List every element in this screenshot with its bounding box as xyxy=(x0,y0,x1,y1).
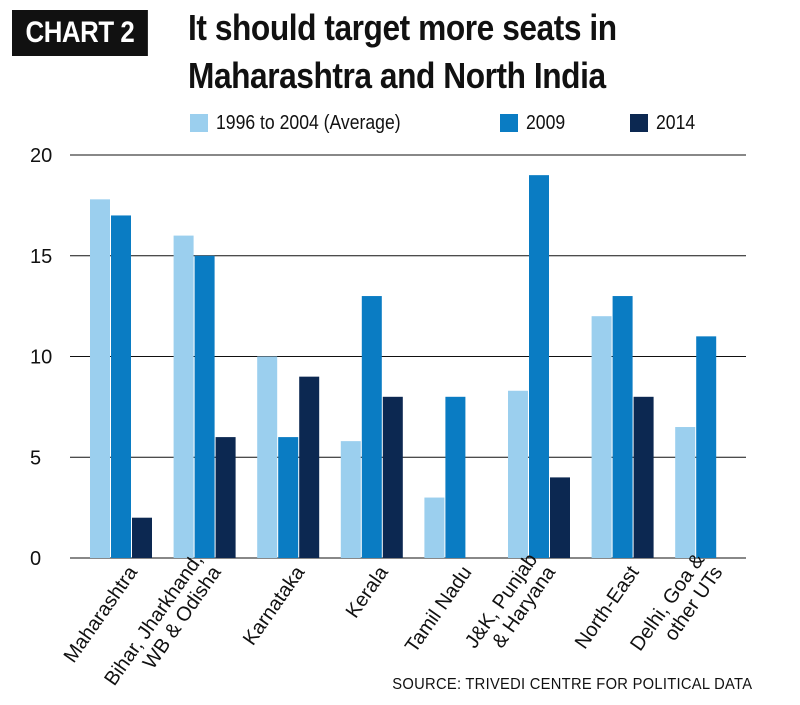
legend-label-2009: 2009 xyxy=(526,111,566,134)
bar-2-2 xyxy=(299,376,320,558)
legend-swatch-2009 xyxy=(500,114,518,132)
bar-1-2 xyxy=(215,437,236,558)
y-tick-label-20: 20 xyxy=(30,145,52,167)
bar-0-2 xyxy=(132,517,152,558)
y-tick-label-5: 5 xyxy=(30,447,41,469)
x-tick-label-7: Delhi, Goa &other UTs xyxy=(626,549,727,668)
legend-item-2014: 2014 xyxy=(630,108,701,138)
x-tick-label-line: Karnataka xyxy=(239,562,310,650)
bar-1-1 xyxy=(194,255,215,558)
bar-6-2 xyxy=(633,396,654,558)
chart-title: It should target more seats in Maharasht… xyxy=(188,4,716,100)
x-tick-label-line: Kerala xyxy=(342,562,394,623)
y-tick-label-15: 15 xyxy=(30,246,52,268)
chart-title-line-2: Maharashtra and North India xyxy=(188,55,606,96)
legend: 1996 to 2004 (Average) 2009 2014 xyxy=(0,108,800,138)
bar-5-0 xyxy=(508,390,528,558)
bar-5-2 xyxy=(550,477,570,558)
bar-5-1 xyxy=(529,175,549,558)
bar-3-0 xyxy=(340,441,361,558)
chart-title-line-1: It should target more seats in xyxy=(188,7,617,48)
bar-3-2 xyxy=(382,396,403,558)
bar-1-0 xyxy=(173,235,194,558)
legend-label-2014: 2014 xyxy=(656,111,696,134)
legend-swatch-2014 xyxy=(630,114,648,132)
chart-badge: CHART 2 xyxy=(12,10,148,56)
y-tick-label-10: 10 xyxy=(30,347,52,369)
bar-4-0 xyxy=(424,497,445,558)
bar-2-1 xyxy=(278,437,299,558)
bar-2-0 xyxy=(257,356,278,558)
bar-0-0 xyxy=(90,199,110,558)
bar-7-1 xyxy=(696,336,717,558)
legend-swatch-1996-2004 xyxy=(190,114,208,132)
bar-6-0 xyxy=(591,316,612,558)
x-tick-label-3: Kerala xyxy=(342,562,394,623)
y-tick-label-0: 0 xyxy=(30,548,41,570)
bar-4-1 xyxy=(445,396,466,558)
bar-3-1 xyxy=(361,296,382,558)
x-tick-label-5: J&K, Punjab& Haryana xyxy=(461,549,561,665)
legend-item-1996-2004: 1996 to 2004 (Average) xyxy=(190,108,426,138)
bar-6-1 xyxy=(612,296,633,558)
legend-item-2009: 2009 xyxy=(500,108,571,138)
source-note: SOURCE: TRIVEDI CENTRE FOR POLITICAL DAT… xyxy=(391,676,752,693)
bar-0-1 xyxy=(111,215,131,558)
x-tick-label-2: Karnataka xyxy=(239,562,310,650)
bar-7-0 xyxy=(675,427,696,558)
legend-label-1996-2004: 1996 to 2004 (Average) xyxy=(216,111,401,134)
